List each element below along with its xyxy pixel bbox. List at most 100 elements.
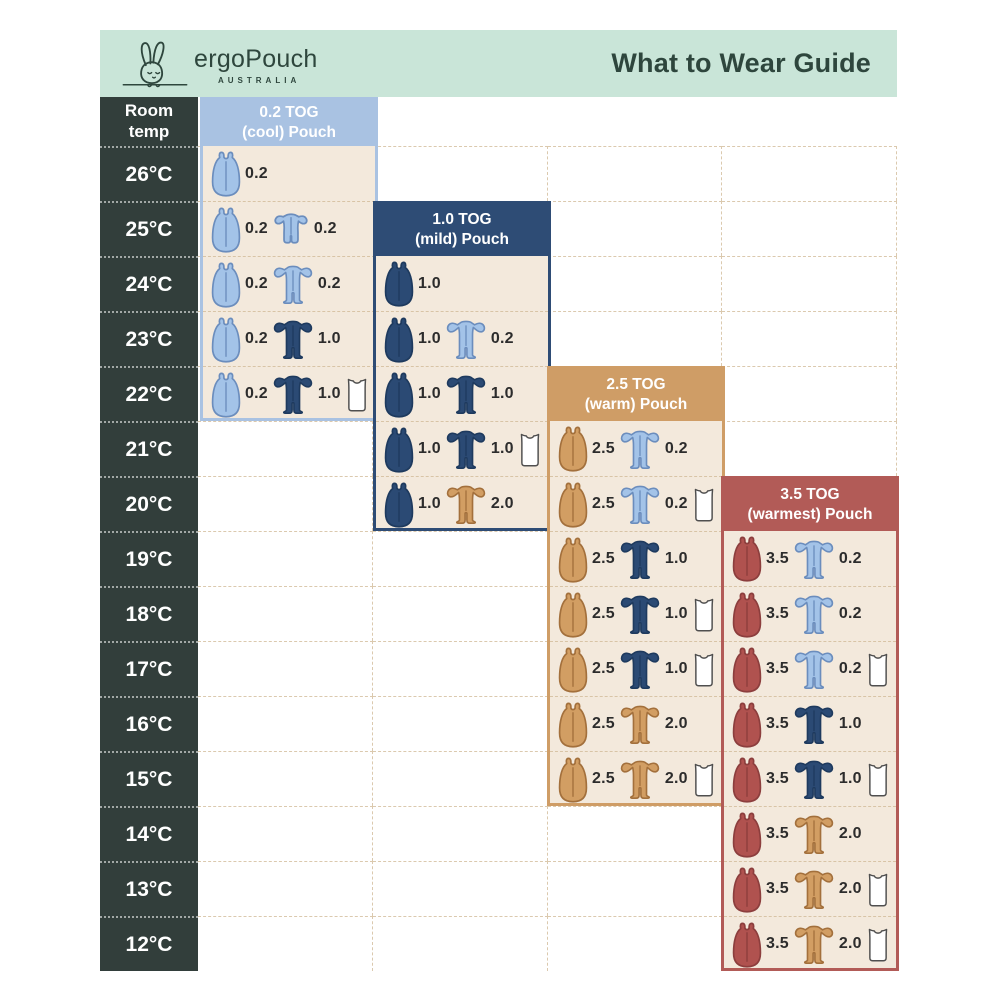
sleep-bag-icon [383, 260, 415, 307]
grid-cell [372, 146, 548, 201]
temp-cell: 22°C [100, 366, 198, 421]
grid-cell [722, 366, 897, 421]
pouch-card: 2.5 TOG (warm) Pouch 2.5 0.2 2.5 0.2 2.5 … [547, 366, 725, 806]
tog-value: 0.2 [838, 605, 862, 622]
tog-value: 1.0 [418, 330, 441, 347]
onesie-icon [792, 703, 836, 745]
sleep-bag-icon [731, 535, 763, 582]
pouch-card-header: 0.2 TOG (cool) Pouch [203, 100, 375, 146]
wear-row: 2.5 1.0 [550, 531, 722, 586]
grid-cell [722, 256, 897, 311]
wear-row: 3.5 2.0 [724, 806, 896, 861]
onesie-icon [792, 813, 836, 855]
tog-value: 2.0 [664, 770, 688, 787]
onesie-icon [792, 538, 836, 580]
tog-value: 2.0 [838, 880, 862, 897]
singlet-icon [517, 431, 543, 468]
tog-value: 1.0 [418, 495, 441, 512]
tog-value: 1.0 [418, 274, 441, 292]
grid-cell [547, 256, 723, 311]
wear-row: 2.5 0.2 [550, 476, 722, 531]
tog-value: 3.5 [766, 935, 789, 952]
tog-value: 1.0 [418, 440, 441, 457]
onesie-icon [271, 263, 315, 305]
pouch-card-title-line1: 0.2 TOG [259, 103, 319, 121]
onesie-icon [271, 318, 315, 360]
wear-row: 3.5 0.2 [724, 531, 896, 586]
sleep-bag-icon [731, 811, 763, 858]
temp-cell: 26°C [100, 146, 198, 201]
tog-value: 2.0 [838, 825, 862, 842]
tog-value: 2.5 [592, 439, 615, 457]
bunny-logo-icon [122, 41, 188, 87]
tog-value: 2.5 [592, 770, 615, 787]
wear-row: 0.2 [203, 146, 375, 201]
tog-value: 1.0 [664, 550, 688, 567]
page-title: What to Wear Guide [611, 48, 871, 78]
room-temp-label-line1: Room [124, 101, 174, 121]
temp-cell: 19°C [100, 531, 198, 586]
sleep-bag-icon [210, 316, 242, 363]
tog-value: 2.0 [838, 935, 862, 952]
onesie-icon [618, 538, 662, 580]
wear-row: 0.2 1.0 [203, 311, 375, 366]
tog-value: 0.2 [245, 220, 268, 237]
onesie-icon [271, 373, 315, 415]
wear-row: 2.5 2.0 [550, 696, 722, 751]
wear-row: 2.5 1.0 [550, 641, 722, 696]
temp-cell: 15°C [100, 751, 198, 806]
tog-value: 3.5 [766, 715, 789, 732]
wear-row: 3.5 2.0 [724, 861, 896, 916]
wear-row: 0.2 1.0 [203, 366, 375, 418]
wear-row: 1.0 2.0 [376, 476, 548, 528]
tog-value: 2.5 [592, 605, 615, 622]
grid-cell [198, 421, 373, 476]
singlet-icon [691, 596, 717, 633]
tog-value: 2.0 [664, 715, 688, 732]
onesie-icon [618, 593, 662, 635]
temp-cell: 12°C [100, 916, 198, 971]
singlet-icon [865, 651, 891, 688]
room-temp-header: Room temp [100, 97, 198, 146]
onesie-icon [444, 318, 488, 360]
pouch-card-title-line1: 1.0 TOG [432, 210, 492, 228]
onesie-icon [792, 758, 836, 800]
tog-value: 3.5 [766, 880, 789, 897]
grid-cell [198, 751, 373, 806]
pouch-card-title-line1: 2.5 TOG [606, 375, 666, 393]
sleep-bag-icon [731, 701, 763, 748]
sleep-bag-icon [557, 591, 589, 638]
grid-cell [722, 146, 897, 201]
tog-value: 0.2 [245, 385, 268, 402]
sleep-bag-icon [210, 150, 242, 197]
pouch-card-title-line2: (mild) Pouch [415, 231, 509, 248]
temp-cell: 21°C [100, 421, 198, 476]
sleep-bag-icon [557, 701, 589, 748]
tog-value: 3.5 [766, 605, 789, 622]
onesie-icon [792, 923, 836, 965]
sleep-bag-icon [210, 206, 242, 253]
tog-value: 0.2 [838, 549, 862, 567]
pouch-card: 1.0 TOG (mild) Pouch 1.0 1.0 0.2 1.0 1.0 … [373, 201, 551, 531]
tog-value: 1.0 [317, 330, 341, 347]
singlet-icon [865, 926, 891, 963]
pouch-card: 0.2 TOG (cool) Pouch 0.2 0.2 0.2 0.2 0.2 … [200, 97, 378, 421]
sleep-bag-icon [383, 481, 415, 528]
wear-row: 1.0 [376, 256, 548, 311]
grid-cell [372, 696, 548, 751]
tog-value: 0.2 [317, 275, 341, 292]
temp-cell: 18°C [100, 586, 198, 641]
tog-value: 2.5 [592, 660, 615, 677]
grid-cell [547, 146, 723, 201]
grid-cell [198, 641, 373, 696]
tog-value: 1.0 [838, 770, 862, 787]
tog-value: 1.0 [664, 660, 688, 677]
pouch-card: 3.5 TOG (warmest) Pouch 3.5 0.2 3.5 0.2 3… [721, 476, 899, 971]
pouch-card-header: 2.5 TOG (warm) Pouch [550, 369, 722, 421]
onesie-icon [444, 428, 488, 470]
temp-cell: 14°C [100, 806, 198, 861]
onesie-icon [444, 483, 488, 525]
sleep-bag-icon [557, 756, 589, 803]
tog-value: 0.2 [313, 220, 337, 237]
grid-cell [547, 201, 723, 256]
